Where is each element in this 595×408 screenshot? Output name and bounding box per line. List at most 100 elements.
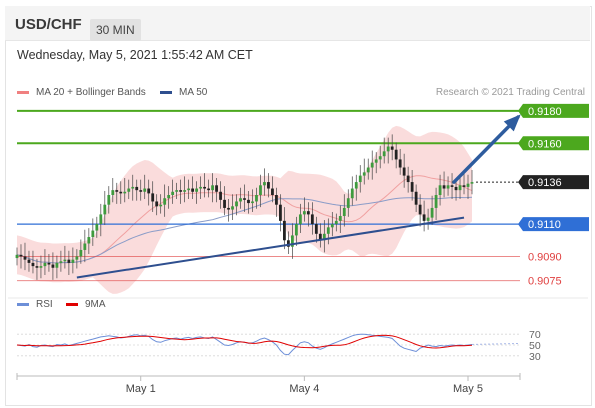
legend-ma20: MA 20 + Bollinger Bands bbox=[36, 87, 146, 98]
level-value-label: 0.9180 bbox=[528, 106, 562, 118]
candle-body bbox=[23, 256, 27, 260]
legend-rsi: RSI bbox=[36, 299, 53, 310]
candle-body bbox=[167, 195, 171, 199]
candle-body bbox=[163, 198, 167, 205]
candle-body bbox=[330, 224, 334, 228]
candle-body bbox=[119, 191, 123, 194]
candle-body bbox=[294, 224, 298, 236]
chart-header: USD/CHF 30 MIN bbox=[5, 6, 590, 41]
candle-body bbox=[322, 233, 326, 241]
candle-body bbox=[462, 185, 466, 187]
candle-body bbox=[366, 167, 370, 173]
candle-body bbox=[27, 259, 31, 263]
x-axis-label: May 5 bbox=[453, 383, 483, 395]
candle-body bbox=[394, 149, 398, 160]
candle-body bbox=[115, 190, 119, 192]
candle-body bbox=[279, 204, 282, 221]
candle-body bbox=[63, 259, 67, 262]
candle-body bbox=[398, 159, 402, 168]
candle-body bbox=[267, 182, 270, 189]
level-tag-resistance bbox=[518, 136, 589, 151]
candle-body bbox=[314, 224, 318, 234]
candle-body bbox=[55, 262, 59, 268]
candle-body bbox=[31, 262, 35, 267]
candle-body bbox=[231, 206, 234, 210]
candle-body bbox=[342, 207, 346, 217]
candle-body bbox=[123, 191, 127, 194]
level-value-label: 0.9110 bbox=[528, 219, 561, 231]
candle-body bbox=[79, 249, 83, 257]
candle-body bbox=[466, 183, 470, 187]
level-value-label: 0.9090 bbox=[528, 251, 562, 263]
candle-body bbox=[414, 191, 418, 205]
candle-body bbox=[255, 195, 258, 202]
candle-body bbox=[247, 199, 250, 204]
candle-body bbox=[406, 175, 410, 183]
ma50-legend-swatch bbox=[160, 91, 172, 94]
candle-body bbox=[386, 146, 390, 152]
candle-body bbox=[259, 185, 262, 195]
candle-body bbox=[302, 211, 306, 215]
candle-body bbox=[135, 186, 139, 191]
candle-body bbox=[290, 235, 294, 247]
candle-body bbox=[239, 198, 242, 202]
candle-body bbox=[35, 266, 39, 268]
credit-text: Research © 2021 Trading Central bbox=[435, 87, 585, 98]
candle-body bbox=[19, 254, 23, 257]
candle-body bbox=[147, 188, 151, 194]
level-tag-last bbox=[518, 175, 589, 190]
candle-body bbox=[183, 190, 187, 192]
x-axis-label: May 4 bbox=[289, 383, 319, 395]
rsi-tick-label: 50 bbox=[529, 340, 541, 352]
level-value-label: 0.9136 bbox=[528, 177, 562, 189]
candle-body bbox=[51, 264, 55, 268]
candle-body bbox=[139, 190, 143, 192]
candle-body bbox=[235, 201, 238, 207]
candle-body bbox=[15, 254, 19, 259]
candle-body bbox=[287, 240, 290, 247]
ma20-legend-swatch bbox=[17, 91, 29, 94]
candle-body bbox=[450, 185, 454, 187]
rsi-legend-swatch bbox=[17, 303, 29, 306]
candle-body bbox=[442, 185, 446, 189]
level-tag-support bbox=[518, 217, 589, 232]
candle-body bbox=[151, 193, 155, 202]
candle-body bbox=[155, 201, 159, 207]
candle-body bbox=[207, 188, 210, 191]
candle-body bbox=[47, 262, 51, 265]
timeframe-badge[interactable]: 30 MIN bbox=[90, 19, 141, 41]
candle-body bbox=[410, 182, 414, 192]
rsi-tick-label: 30 bbox=[529, 351, 541, 363]
x-axis-label: May 1 bbox=[126, 383, 156, 395]
legend-ma9: 9MA bbox=[85, 299, 106, 310]
candle-body bbox=[458, 185, 462, 191]
candle-body bbox=[422, 214, 426, 221]
candle-body bbox=[223, 199, 226, 208]
candle-body bbox=[438, 185, 442, 195]
candle-body bbox=[446, 185, 450, 189]
rsi-tick-label: 70 bbox=[529, 329, 541, 341]
candle-body bbox=[103, 204, 107, 215]
candle-body bbox=[43, 262, 47, 267]
candle-body bbox=[271, 188, 274, 195]
candle-body bbox=[215, 185, 218, 192]
candle-body bbox=[179, 190, 183, 192]
candle-body bbox=[362, 172, 366, 176]
candle-body bbox=[354, 182, 358, 189]
candle-body bbox=[426, 217, 430, 221]
candle-body bbox=[171, 191, 175, 195]
candle-body bbox=[251, 201, 254, 204]
candle-body bbox=[310, 214, 314, 225]
candle-body bbox=[306, 211, 310, 215]
level-value-label: 0.9160 bbox=[528, 138, 562, 150]
candle-body bbox=[298, 214, 302, 225]
report-datetime: Wednesday, May 5, 2021 1:55:42 AM CET bbox=[17, 48, 253, 62]
candle-body bbox=[71, 259, 75, 263]
candle-body bbox=[382, 151, 386, 157]
candle-body bbox=[318, 233, 322, 241]
rsi-ma9-line bbox=[16, 334, 473, 349]
candle-body bbox=[454, 186, 458, 191]
candle-body bbox=[346, 198, 350, 208]
legend-ma50: MA 50 bbox=[179, 87, 208, 98]
level-tag-resistance bbox=[518, 103, 589, 118]
